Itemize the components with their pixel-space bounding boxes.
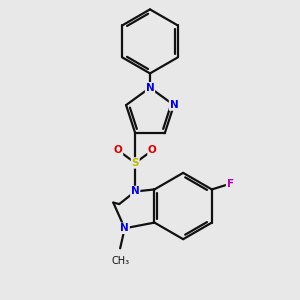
Text: N: N (120, 223, 129, 233)
Text: F: F (226, 179, 234, 189)
Text: N: N (131, 187, 140, 196)
Text: O: O (148, 145, 157, 155)
Text: N: N (146, 83, 154, 93)
Text: S: S (131, 158, 139, 168)
Text: N: N (169, 100, 178, 110)
Text: CH₃: CH₃ (111, 256, 129, 266)
Text: O: O (114, 145, 122, 155)
